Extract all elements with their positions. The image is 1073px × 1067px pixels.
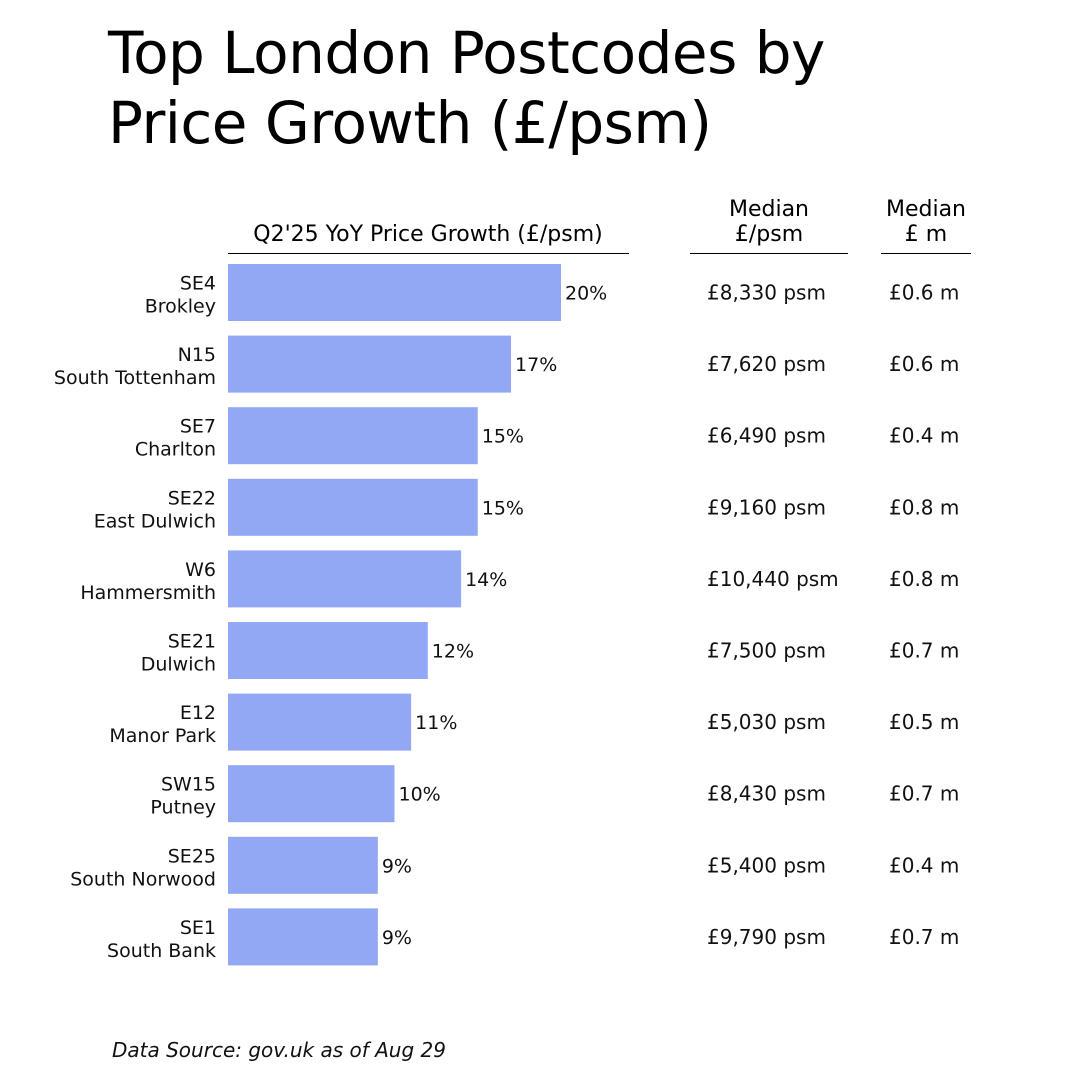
row-code-label: SE25: [168, 845, 216, 867]
row-code-label: N15: [178, 344, 216, 366]
median-price-value: £0.6 m: [889, 352, 959, 376]
growth-data-label: 9%: [382, 855, 412, 877]
row-area-label: South Tottenham: [54, 367, 216, 389]
row-code-label: SE4: [180, 273, 216, 295]
bar-se1: [228, 908, 378, 966]
median-psm-column-header: Median £/psm: [690, 197, 848, 247]
growth-data-label: 14%: [465, 569, 507, 591]
growth-data-label: 12%: [432, 641, 474, 663]
bar-se7: [228, 407, 478, 465]
median-psm-header-line-1: Median: [728, 197, 810, 222]
median-psm-value: £6,490 psm: [707, 424, 826, 448]
median-price-column-rule: [881, 253, 971, 254]
bar-e12: [228, 693, 412, 751]
growth-data-label: 11%: [415, 712, 457, 734]
median-price-column-header: Median £ m: [881, 197, 971, 247]
median-psm-value: £5,400 psm: [707, 853, 826, 877]
growth-data-label: 15%: [482, 426, 524, 448]
median-price-value: £0.6 m: [889, 281, 959, 305]
row-code-label: SE22: [168, 487, 216, 509]
row-area-label: Manor Park: [109, 725, 216, 747]
median-price-value: £0.5 m: [889, 710, 959, 734]
median-price-value: £0.4 m: [889, 853, 959, 877]
median-psm-value: £9,160 psm: [707, 495, 826, 519]
data-source-note: Data Source: gov.uk as of Aug 29: [112, 1038, 446, 1062]
bar-se22: [228, 478, 478, 536]
median-psm-value: £8,430 psm: [707, 782, 826, 806]
growth-data-label: 15%: [482, 497, 524, 519]
median-price-header-line-2: £ m: [904, 222, 948, 247]
bar-se4: [228, 264, 561, 321]
bar-se21: [228, 622, 428, 679]
median-price-value: £0.7 m: [889, 639, 959, 663]
row-area-label: Hammersmith: [80, 582, 216, 604]
median-psm-column-rule: [690, 253, 848, 254]
median-psm-value: £8,330 psm: [707, 281, 826, 305]
median-price-value: £0.8 m: [889, 495, 959, 519]
row-code-label: SE21: [168, 631, 216, 653]
bar-sw15: [228, 765, 395, 823]
median-price-value: £0.4 m: [889, 424, 959, 448]
row-code-label: W6: [185, 559, 216, 581]
row-area-label: South Bank: [107, 940, 216, 962]
growth-column-header: Q2'25 YoY Price Growth (£/psm): [253, 222, 603, 247]
median-psm-value: £9,790 psm: [707, 925, 826, 949]
median-psm-value: £5,030 psm: [707, 710, 826, 734]
median-psm-value: £7,500 psm: [707, 639, 826, 663]
row-code-label: SW15: [161, 774, 216, 796]
row-area-label: Brokley: [145, 296, 216, 318]
row-area-label: Putney: [150, 797, 216, 819]
row-area-label: East Dulwich: [94, 510, 216, 532]
row-area-label: Charlton: [135, 439, 216, 461]
growth-data-label: 10%: [399, 784, 441, 806]
row-area-label: South Norwood: [70, 868, 216, 890]
row-code-label: SE1: [180, 917, 216, 939]
bar-n15: [228, 335, 512, 393]
chart-title: Top London Postcodes by Price Growth (£/…: [108, 18, 1008, 158]
growth-data-label: 17%: [515, 354, 557, 376]
median-psm-header-line-2: £/psm: [734, 222, 804, 247]
median-price-value: £0.7 m: [889, 782, 959, 806]
median-psm-value: £7,620 psm: [707, 352, 826, 376]
row-code-label: SE7: [180, 416, 216, 438]
bar-w6: [228, 550, 462, 608]
bar-se25: [228, 836, 378, 894]
chart-title-line-1: Top London Postcodes by: [108, 19, 825, 87]
growth-data-label: 9%: [382, 927, 412, 949]
median-price-value: £0.7 m: [889, 925, 959, 949]
median-price-value: £0.8 m: [889, 567, 959, 591]
growth-data-label: 20%: [565, 283, 607, 305]
median-psm-value: £10,440 psm: [707, 567, 839, 591]
median-price-header-line-1: Median: [885, 197, 967, 222]
chart-title-line-2: Price Growth (£/psm): [108, 89, 712, 157]
row-area-label: Dulwich: [141, 654, 216, 676]
growth-column-rule: [228, 253, 629, 254]
row-code-label: E12: [180, 702, 216, 724]
